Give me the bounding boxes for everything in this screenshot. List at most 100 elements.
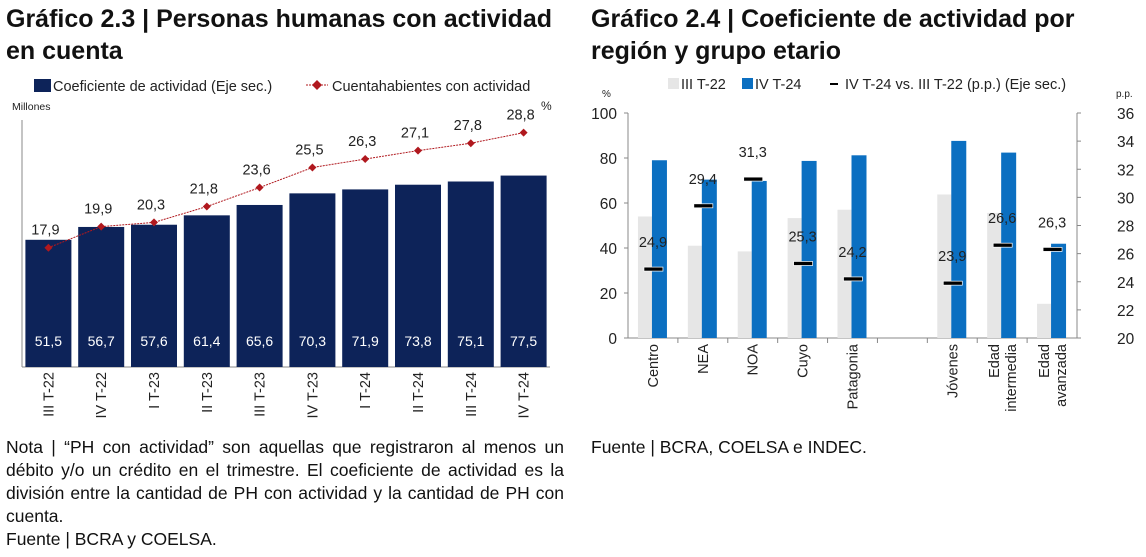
y-tick-label: 60 [600,196,618,213]
x-tick-label: NEA [696,344,712,374]
line-value-label: 25,5 [295,143,323,159]
marker-dash [843,276,863,282]
legend-diamond-icon [312,80,322,90]
bar-iii-t22 [1037,303,1052,338]
legend-bar-swatch [34,79,51,92]
bar [236,204,283,367]
marker-dash [1042,247,1063,252]
line-series [48,132,524,249]
y2-tick-label: 26 [1117,247,1134,264]
bar-value-label: 56,7 [88,333,115,349]
bar [131,224,177,367]
bar [25,239,72,367]
line-marker [150,218,158,227]
marker-dash [942,280,963,286]
x-tick-label: III T-24 [464,372,480,417]
x-tick-label: Edadintermedia [987,343,1020,412]
y2-tick-label: 32 [1117,162,1134,179]
y-tick-label: 80 [600,151,618,168]
x-tick-label: I T-23 [147,372,163,409]
bar-iii-t22 [937,194,952,338]
marker-value-label: 23,9 [938,249,966,265]
line-value-label: 19,9 [84,202,112,218]
bar-iii-t22 [687,245,702,338]
line-marker [97,222,106,231]
marker-dash [693,203,714,209]
marker-value-label: 24,2 [838,245,866,261]
marker-value-label: 26,6 [988,211,1016,227]
marker-value-label: 31,3 [739,145,767,161]
x-tick-label: IV T-23 [305,372,321,418]
bar [78,226,125,367]
bar-iv-t24 [801,160,817,338]
line-value-label: 23,6 [242,163,270,179]
y2-tick-label: 22 [1117,303,1134,320]
note-text: Nota | “PH con actividad” son aquellas q… [6,437,564,526]
bar [289,193,336,367]
x-tick-label: II T-23 [200,372,216,413]
x-tick-label: Cuyo [796,344,812,378]
bar-iv-t24 [1051,243,1067,338]
bar-iii-t22 [737,251,752,338]
legend-line-label: Cuentahabientes con actividad [332,79,530,95]
bar-value-label: 73,8 [404,333,431,349]
line-value-label: 27,8 [454,118,482,134]
y2-tick-label: 30 [1117,190,1135,207]
marker-dash [793,261,813,266]
y-tick-label: 0 [608,331,617,348]
x-tick-label: IV T-24 [517,372,533,418]
chart-2-4-source: Fuente | BCRA, COELSA e INDEC. [591,437,867,457]
y2-tick-label: 24 [1117,275,1135,292]
chart-2-3-note: Nota | “PH con actividad” son aquellas q… [6,436,564,551]
legend-bar-label: Coeficiente de actividad (Eje sec.) [53,79,272,95]
bar-iv-t24 [701,179,717,338]
y-axis-right-label: % [541,99,552,113]
bar-value-label: 57,6 [140,333,167,349]
y-tick-label: 40 [600,241,618,258]
y-axis-left-label: % [602,89,611,100]
line-marker [519,128,528,137]
legend-grey-swatch [668,78,679,89]
bar-value-label: 75,1 [457,333,484,349]
y-axis-right-label: p.p. [1116,89,1133,100]
x-tick-label: NOA [746,344,762,376]
legend-marker-label: IV T-24 vs. III T-22 (p.p.) (Eje sec.) [845,77,1066,93]
y2-tick-label: 28 [1117,219,1134,236]
x-tick-label: III T-22 [41,372,57,417]
y2-tick-label: 34 [1117,134,1135,151]
marker-value-label: 25,3 [788,229,816,245]
source-text: Fuente | BCRA y COELSA. [6,529,217,549]
bar-iii-t22 [837,209,852,338]
line-marker [414,146,422,155]
y2-tick-label: 36 [1117,106,1134,123]
bar-value-label: 70,3 [299,333,326,349]
line-marker [308,163,317,172]
x-tick-label: II T-24 [411,372,427,413]
marker-value-label: 26,3 [1038,215,1066,231]
y2-tick-label: 20 [1117,331,1135,348]
bar-iv-t24 [851,155,867,338]
line-value-label: 28,8 [506,108,534,124]
line-value-label: 20,3 [137,197,165,213]
bar [183,215,230,367]
chart-2-4-title: Gráfico 2.4 | Coeficiente de actividad p… [591,5,1075,65]
y-axis-left-label: Millones [12,101,51,113]
bar [342,189,389,367]
line-value-label: 26,3 [348,134,376,150]
bar-iv-t24 [751,180,767,338]
x-tick-label: IV T-22 [94,372,110,418]
marker-value-label: 24,9 [639,235,667,251]
bar-value-label: 71,9 [352,333,379,349]
bar-iii-t22 [637,216,652,338]
x-tick-label: Edadavanzada [1037,343,1070,407]
legend-blue-swatch [742,78,753,89]
line-marker [255,183,264,192]
bar [500,175,547,367]
marker-value-label: 29,4 [689,172,717,188]
x-tick-label: Patagonia [846,343,862,409]
bar [395,184,441,367]
legend-grey-label: III T-22 [681,77,726,93]
legend-blue-label: IV T-24 [755,77,801,93]
